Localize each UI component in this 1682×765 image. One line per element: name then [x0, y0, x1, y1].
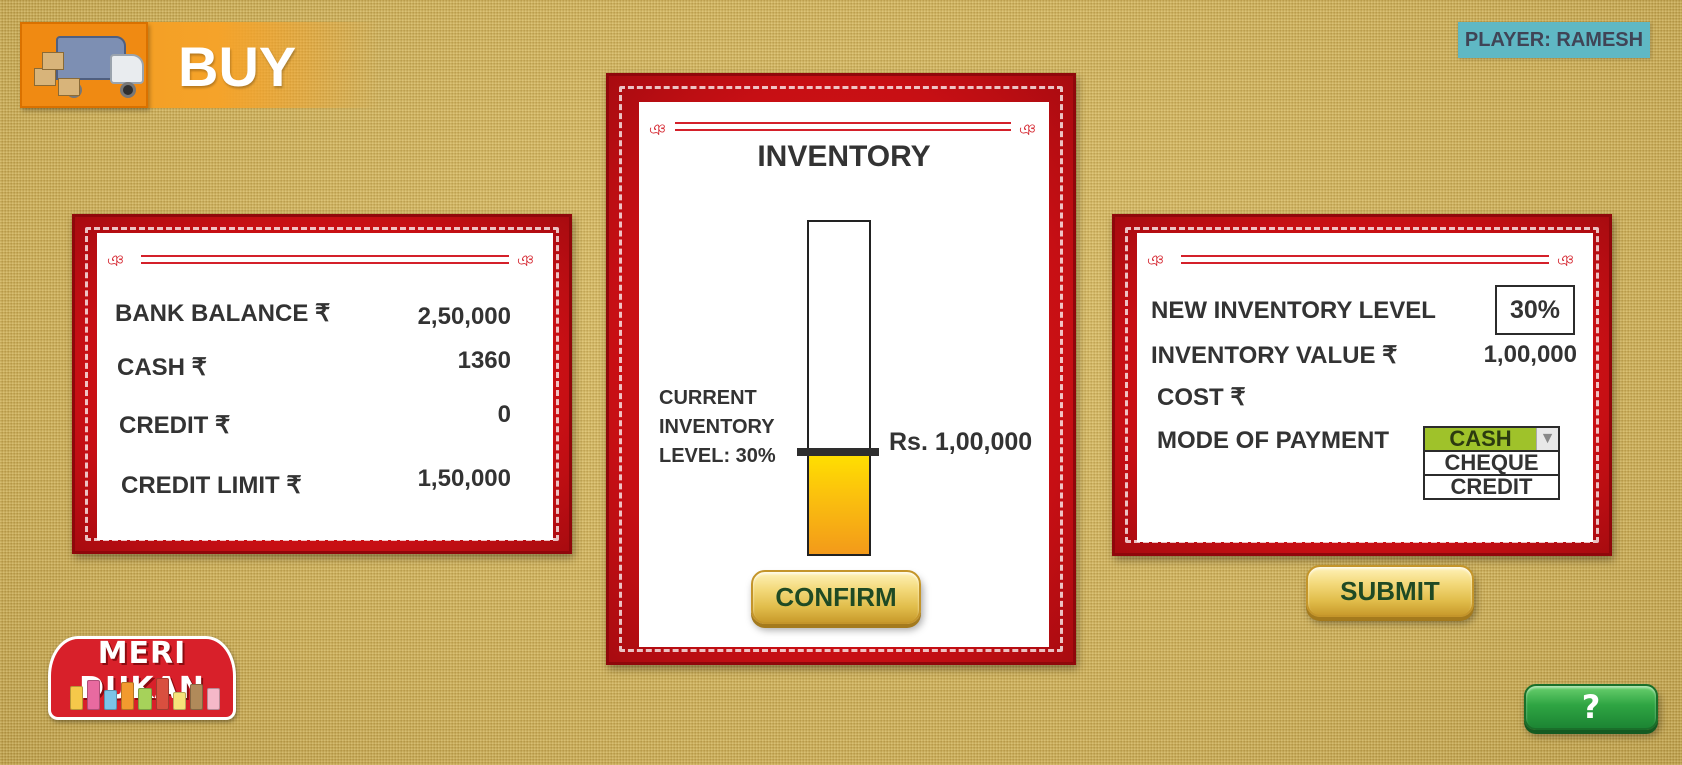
- player-badge: PLAYER: RAMESH: [1458, 22, 1650, 58]
- flourish-ornament: ঞ: [649, 120, 666, 139]
- grocery-item: [121, 682, 135, 710]
- payment-mode-select[interactable]: CASH ▼ CHEQUE CREDIT: [1423, 426, 1560, 500]
- payment-option-label: CHEQUE: [1444, 450, 1539, 475]
- cash-value: 1360: [457, 347, 511, 374]
- cargo-box: [42, 52, 64, 70]
- credit-limit-label: CREDIT LIMIT ₹: [121, 472, 302, 499]
- payment-option-cheque[interactable]: CHEQUE: [1423, 450, 1560, 476]
- inventory-level-gauge[interactable]: [807, 220, 871, 556]
- truck-wheel: [120, 82, 136, 98]
- balance-card: ঞ ঞ BANK BALANCE ₹ 2,50,000 CASH ₹ 1360 …: [97, 233, 553, 540]
- flourish-ornament: ঞ: [107, 251, 124, 270]
- payment-option-label: CASH: [1449, 426, 1512, 451]
- inventory-level-value: Rs. 1,00,000: [889, 428, 1033, 456]
- order-panel: ঞ ঞ NEW INVENTORY LEVEL 30% INVENTORY VA…: [1112, 214, 1612, 556]
- cargo-box: [34, 68, 56, 86]
- credit-label: CREDIT ₹: [119, 412, 231, 439]
- grocery-item: [155, 678, 169, 710]
- submit-button[interactable]: SUBMIT: [1306, 565, 1474, 617]
- inventory-title: INVENTORY: [757, 140, 931, 173]
- bank-balance-label: BANK BALANCE ₹: [115, 300, 331, 327]
- order-card: ঞ ঞ NEW INVENTORY LEVEL 30% INVENTORY VA…: [1137, 233, 1593, 542]
- truck-cab: [110, 54, 144, 84]
- page-title: BUY: [178, 35, 297, 98]
- cost-label: COST ₹: [1157, 384, 1246, 411]
- inventory-level-fill: [809, 454, 869, 554]
- help-button[interactable]: ?: [1524, 684, 1658, 730]
- inventory-card: ঞ ঞ INVENTORY CURRENT INVENTORY LEVEL: 3…: [639, 102, 1049, 647]
- payment-option-credit[interactable]: CREDIT: [1423, 474, 1560, 500]
- bank-balance-value: 2,50,000: [417, 303, 511, 330]
- meri-dukan-logo: MERI DUKAN: [48, 630, 236, 722]
- flourish-ornament: ঞ: [1147, 251, 1164, 270]
- cargo-box: [58, 78, 80, 96]
- confirm-button[interactable]: CONFIRM: [751, 570, 921, 624]
- inventory-level-handle[interactable]: [797, 448, 879, 456]
- grocery-item: [104, 690, 118, 710]
- grocery-item: [70, 686, 84, 710]
- flourish-ornament: ঞ: [517, 251, 534, 270]
- card-divider: [675, 122, 1011, 131]
- credit-limit-value: 1,50,000: [417, 465, 511, 492]
- card-divider: [141, 255, 509, 264]
- current-inventory-label: CURRENT INVENTORY LEVEL: 30%: [659, 384, 776, 471]
- mode-of-payment-label: MODE OF PAYMENT: [1157, 427, 1390, 454]
- grocery-goods-icon: [70, 676, 220, 710]
- current-inventory-label-line: LEVEL: 30%: [659, 445, 776, 467]
- inventory-value: 1,00,000: [1483, 341, 1577, 368]
- buy-banner: BUY: [20, 22, 380, 108]
- payment-option-label: CREDIT: [1450, 474, 1533, 499]
- grocery-item: [87, 680, 101, 710]
- flourish-ornament: ঞ: [1019, 120, 1036, 139]
- inventory-value-label: INVENTORY VALUE ₹: [1151, 342, 1398, 369]
- dropdown-arrow-icon[interactable]: ▼: [1536, 428, 1558, 450]
- current-inventory-label-line: CURRENT: [659, 387, 757, 409]
- grocery-item: [206, 688, 220, 710]
- grocery-item: [172, 692, 186, 710]
- card-divider: [1181, 255, 1549, 264]
- grocery-item: [138, 688, 152, 710]
- credit-value: 0: [497, 401, 511, 428]
- current-inventory-label-line: INVENTORY: [659, 416, 775, 438]
- payment-option-cash[interactable]: CASH ▼: [1423, 426, 1560, 452]
- delivery-truck-icon: [20, 22, 148, 108]
- balance-panel: ঞ ঞ BANK BALANCE ₹ 2,50,000 CASH ₹ 1360 …: [72, 214, 572, 554]
- grocery-item: [189, 684, 203, 710]
- new-inventory-level-label: NEW INVENTORY LEVEL: [1151, 297, 1436, 324]
- new-inventory-level-field[interactable]: 30%: [1495, 285, 1575, 335]
- inventory-panel: ঞ ঞ INVENTORY CURRENT INVENTORY LEVEL: 3…: [606, 73, 1076, 665]
- cash-label: CASH ₹: [117, 354, 207, 381]
- flourish-ornament: ঞ: [1557, 251, 1574, 270]
